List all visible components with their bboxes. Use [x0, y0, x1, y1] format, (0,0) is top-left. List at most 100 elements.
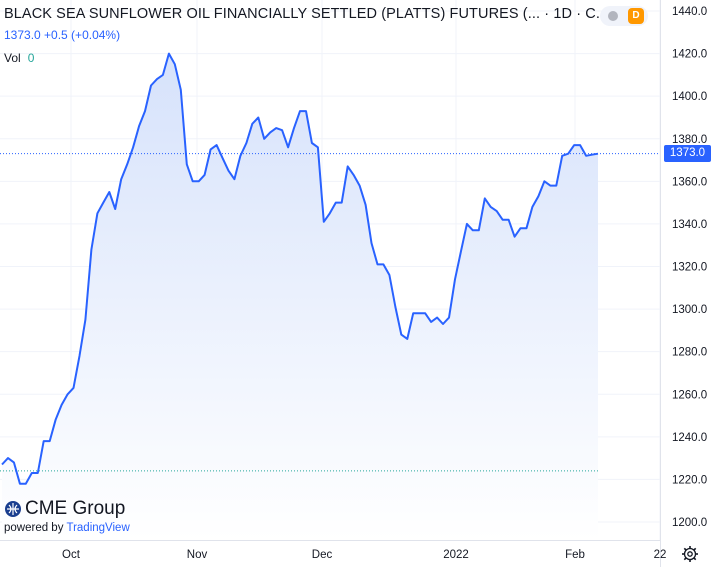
data-point [162, 74, 164, 76]
data-point [228, 170, 230, 172]
data-point [311, 142, 313, 144]
data-point [126, 163, 128, 165]
data-point [567, 153, 569, 155]
y-tick-label: 1400.0 [672, 91, 707, 103]
data-point [204, 174, 206, 176]
data-point [1, 464, 3, 466]
data-point [25, 483, 27, 485]
tradingview-link[interactable]: TradingView [66, 522, 130, 534]
data-point [180, 89, 182, 91]
y-tick-label: 1360.0 [672, 176, 707, 188]
data-point [388, 274, 390, 276]
data-point [174, 63, 176, 65]
data-point [585, 155, 587, 157]
data-point [43, 440, 45, 442]
x-tick-label: Nov [187, 549, 208, 561]
data-point [269, 131, 271, 133]
data-point [245, 142, 247, 144]
volume-label: Vol [4, 51, 21, 65]
data-point [508, 219, 510, 221]
data-point [263, 138, 265, 140]
interval-label[interactable]: 1D [553, 6, 573, 22]
logo-text: CME Group [25, 498, 126, 519]
data-point [233, 178, 235, 180]
data-point [543, 180, 545, 182]
data-point [460, 251, 462, 253]
x-tick-label: Feb [565, 549, 585, 561]
volume-legend[interactable]: Vol 0 [4, 51, 34, 65]
data-point [537, 195, 539, 197]
data-point [466, 223, 468, 225]
data-point [73, 387, 75, 389]
data-point [90, 249, 92, 251]
x-tick-label: Oct [62, 549, 81, 561]
data-point [31, 472, 33, 474]
data-point [168, 53, 170, 55]
data-point [198, 180, 200, 182]
data-point [573, 144, 575, 146]
data-point [293, 127, 295, 129]
data-point [138, 125, 140, 127]
data-point [257, 117, 259, 119]
data-point [400, 334, 402, 336]
data-point [305, 110, 307, 112]
data-point [394, 306, 396, 308]
volume-value: 0 [27, 51, 35, 65]
y-tick-label: 1300.0 [672, 304, 707, 316]
status-badges[interactable]: D [600, 6, 648, 26]
y-tick-label: 1220.0 [672, 474, 707, 486]
data-point [371, 242, 373, 244]
price-change: 1373.0 +0.5 (+0.04%) [4, 28, 121, 42]
data-point [502, 219, 504, 221]
data-delay-badge[interactable]: D [628, 8, 644, 24]
data-point [239, 155, 241, 157]
data-point [108, 191, 110, 193]
y-tick-label: 1200.0 [672, 517, 707, 529]
gear-icon[interactable] [681, 545, 699, 563]
data-point [454, 278, 456, 280]
data-point [251, 123, 253, 125]
cme-globe-icon [5, 501, 21, 517]
data-point [353, 174, 355, 176]
y-tick-label: 1440.0 [672, 6, 707, 18]
data-point [484, 197, 486, 199]
data-point [19, 483, 21, 485]
data-point [210, 148, 212, 150]
data-point [341, 202, 343, 204]
data-point [490, 206, 492, 208]
data-point [102, 202, 104, 204]
data-point [55, 419, 57, 421]
data-point [472, 229, 474, 231]
data-point [144, 110, 146, 112]
last-price-tag: 1373.0 [664, 145, 711, 162]
data-point [287, 146, 289, 148]
cme-logo[interactable]: CME Group powered by TradingView [4, 498, 130, 534]
market-status-icon[interactable] [608, 11, 618, 21]
data-point [114, 208, 116, 210]
data-point [365, 204, 367, 206]
data-point [555, 185, 557, 187]
y-tick-label: 1340.0 [672, 219, 707, 231]
data-point [61, 404, 63, 406]
data-point [222, 157, 224, 159]
data-point [150, 85, 152, 87]
data-point [526, 227, 528, 229]
data-point [496, 210, 498, 212]
data-point [424, 312, 426, 314]
data-point [317, 146, 319, 148]
data-point [281, 129, 283, 131]
data-point [520, 227, 522, 229]
data-point [329, 212, 331, 214]
data-point [442, 323, 444, 325]
data-point [132, 146, 134, 148]
data-point [79, 355, 81, 357]
data-point [120, 178, 122, 180]
x-tick-label: 22 [654, 549, 667, 561]
data-point [448, 317, 450, 319]
data-point [216, 144, 218, 146]
powered-by-text: powered by [4, 522, 64, 534]
symbol-title[interactable]: BLACK SEA SUNFLOWER OIL FINANCIALLY SETT… [4, 6, 541, 22]
data-point [347, 165, 349, 167]
data-point [84, 319, 86, 321]
data-point [478, 229, 480, 231]
